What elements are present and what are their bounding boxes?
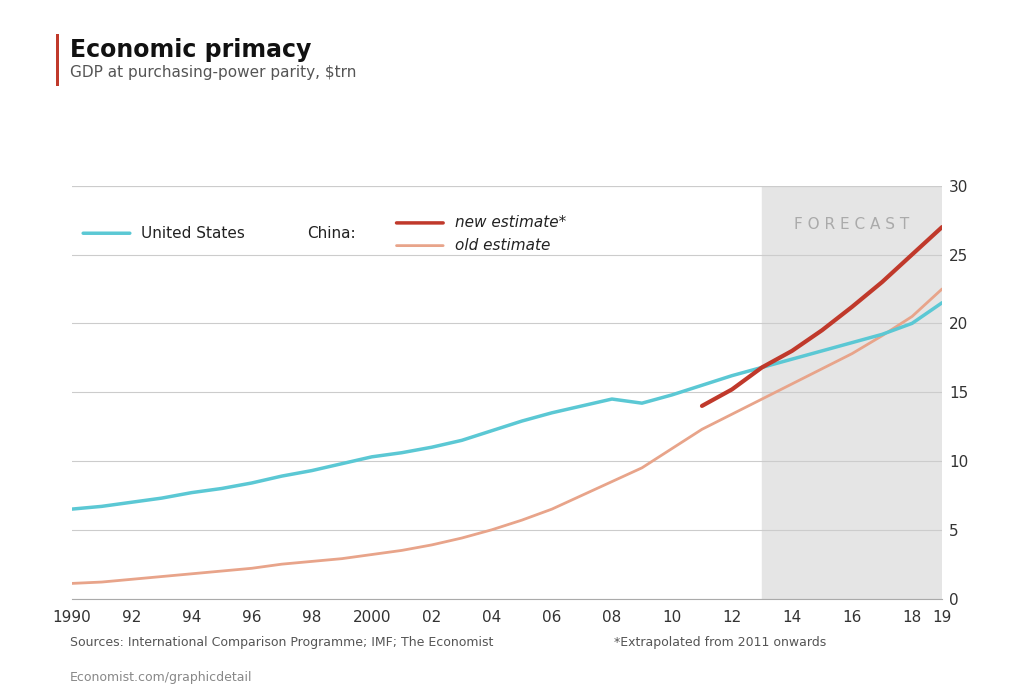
Text: old estimate: old estimate — [455, 238, 550, 253]
Text: Economist.com/graphicdetail: Economist.com/graphicdetail — [70, 671, 252, 684]
Text: F O R E C A S T: F O R E C A S T — [795, 217, 909, 232]
Text: *Extrapolated from 2011 onwards: *Extrapolated from 2011 onwards — [614, 636, 826, 649]
Text: Sources: International Comparison Programme; IMF; The Economist: Sources: International Comparison Progra… — [70, 636, 493, 649]
Text: new estimate*: new estimate* — [455, 215, 566, 230]
Text: China:: China: — [307, 226, 355, 241]
Bar — [762, 186, 942, 599]
Text: GDP at purchasing-power parity, $trn: GDP at purchasing-power parity, $trn — [70, 65, 356, 80]
Text: Economic primacy: Economic primacy — [70, 38, 311, 62]
Text: United States: United States — [141, 226, 245, 241]
